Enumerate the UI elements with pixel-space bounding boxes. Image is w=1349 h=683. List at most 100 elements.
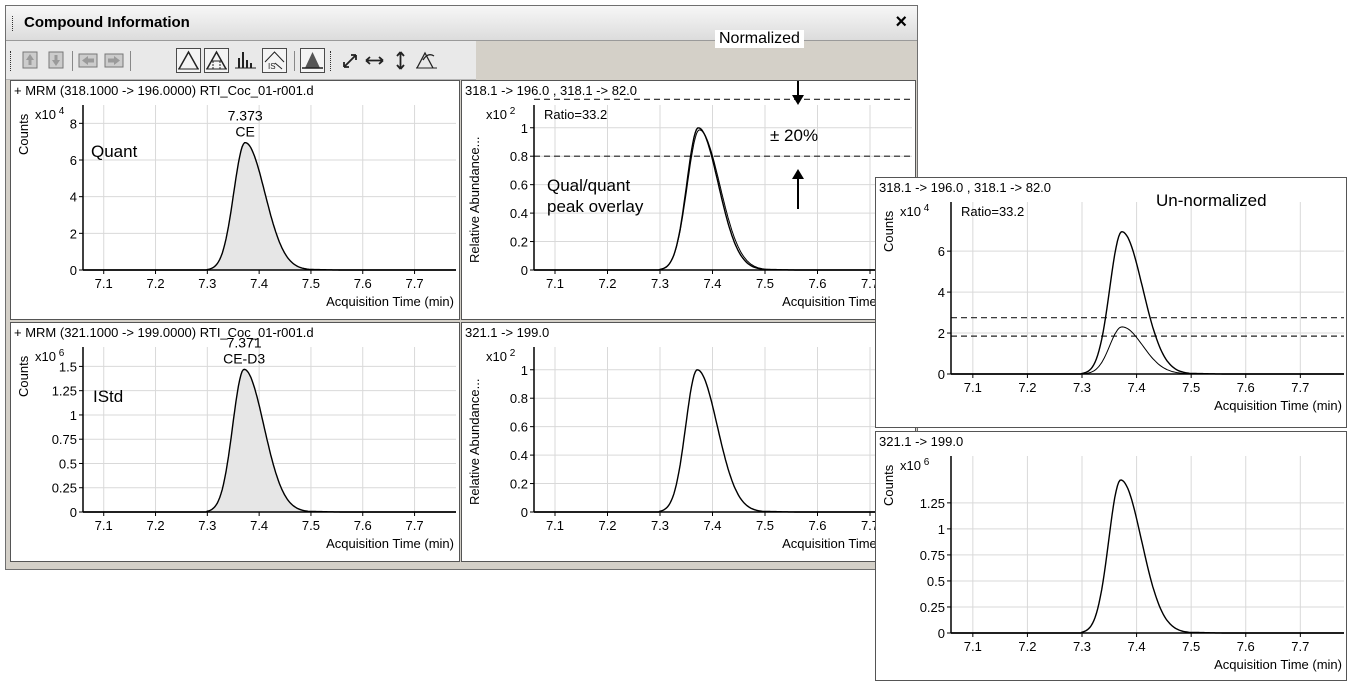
panel-title: 321.1 -> 199.0 [465, 325, 550, 340]
x-tick-label: 7.6 [1237, 639, 1255, 654]
overlay-label-line1: Qual/quant [547, 176, 631, 195]
peak-rt-label: 7.371 [227, 334, 262, 350]
quant-chromatogram-panel[interactable]: 7.1 7.2 7.3 7.4 7.5 7.6 7.7 0 2 4 6 8 x10 4 Counts Acq… [10, 80, 460, 320]
series-line-2 [951, 326, 1344, 375]
move-down-icon [48, 51, 64, 69]
y-tick-label: 6 [70, 153, 77, 168]
istd-chromatogram-panel[interactable]: 7.1 7.2 7.3 7.4 7.5 7.6 7.7 0 0.25 0.5 0.75 1 1.25 1.… [10, 322, 460, 562]
x-axis-label: Acquisition Time (min) [1214, 398, 1342, 413]
y-tick-label: 4 [70, 190, 77, 205]
qualifier-unnormalized-plot: 7.1 7.2 7.3 7.4 7.5 7.6 7.7 0 2 4 6 x10 4 Counts Acqu… [881, 202, 1344, 413]
panel-title: + MRM (321.1000 -> 199.0000) RTI_Coc_01-… [14, 325, 314, 340]
y-tick-label: 2 [70, 226, 77, 241]
y-tick-label: 1.25 [920, 496, 945, 511]
axis-multiplier: x10 2 [486, 348, 516, 364]
x-tick-label: 7.7 [406, 276, 424, 291]
un-normalized-label: Un-normalized [1156, 191, 1267, 210]
move-left-icon [78, 53, 98, 68]
manual-integration-icon [416, 51, 437, 69]
y-tick-label: 0.4 [510, 206, 528, 221]
x-tick-label: 7.1 [95, 518, 113, 533]
peak-compound-label: CE-D3 [223, 350, 265, 366]
spectrum-icon [235, 52, 256, 69]
x-tick-label: 7.7 [1291, 639, 1309, 654]
x-tick-label: 7.6 [1237, 380, 1255, 395]
window-title: Compound Information [24, 14, 190, 31]
close-button[interactable]: × [895, 11, 907, 33]
x-tick-label: 7.5 [1182, 380, 1200, 395]
move-down-button[interactable] [44, 48, 69, 73]
y-tick-label: 1 [70, 408, 77, 423]
x-tick-label: 7.5 [1182, 639, 1200, 654]
peak-overlay-button[interactable] [204, 48, 229, 73]
move-right-button[interactable] [102, 48, 127, 73]
y-tick-label: 0 [70, 263, 77, 278]
x-tick-label: 7.2 [598, 276, 616, 291]
x-tick-label: 7.7 [1291, 380, 1309, 395]
integrate-button[interactable] [300, 48, 325, 73]
y-tick-label: 0 [521, 505, 528, 520]
x-axis-label: Acquisition Time (min) [1214, 657, 1342, 672]
toolbar-grip-icon[interactable] [10, 51, 13, 71]
y-tick-label: 0 [938, 367, 945, 382]
qualifier-unnormalized-panel[interactable]: 7.1 7.2 7.3 7.4 7.5 7.6 7.7 0 2 4 6 x10 4 Counts Acqu… [875, 177, 1347, 428]
y-tick-label: 2 [938, 326, 945, 341]
x-tick-label: 7.6 [808, 518, 826, 533]
y-axis-label: Counts [16, 113, 31, 155]
axis-multiplier: x10 4 [900, 203, 930, 219]
manual-integration-button[interactable] [414, 48, 439, 73]
x-tick-label: 7.2 [146, 518, 164, 533]
x-axis-label: Acquisition Time (min) [326, 536, 454, 551]
x-tick-label: 7.3 [1073, 380, 1091, 395]
qualifier-normalized-plot: 7.1 7.2 7.3 7.4 7.5 7.6 7.7 0 0.2 0.4 0.6 0.8 1 x10 2… [467, 98, 912, 309]
y-tick-label: 8 [70, 116, 77, 131]
x-tick-label: 7.2 [1018, 639, 1036, 654]
istd-button[interactable]: IS [262, 48, 287, 73]
y-tick-label: 0.2 [510, 235, 528, 250]
fit-vertical-button[interactable] [388, 48, 413, 73]
x-tick-label: 7.3 [651, 518, 669, 533]
integrate-icon [302, 52, 323, 69]
y-axis-label: Relative Abundance... [467, 137, 482, 263]
y-tick-label: 0.4 [510, 448, 528, 463]
peak-view-button[interactable] [176, 48, 201, 73]
x-axis-label: Acquisition Time (min) [326, 294, 454, 309]
panel-title: 321.1 -> 199.0 [879, 434, 964, 449]
y-tick-label: 1.25 [52, 384, 77, 399]
peak-area [207, 142, 343, 270]
qualifier-normalized-panel[interactable]: 7.1 7.2 7.3 7.4 7.5 7.6 7.7 0 0.2 0.4 0.6 0.8 1 x10 2… [461, 80, 916, 320]
istd-icon: IS [264, 51, 285, 71]
titlebar-grip-icon[interactable] [12, 16, 16, 31]
autoscale-icon [343, 54, 357, 68]
y-tick-label: 0.6 [510, 420, 528, 435]
move-right-icon [104, 53, 124, 68]
istd-normalized-panel[interactable]: 7.1 7.2 7.3 7.4 7.5 7.6 7.7 0 0.2 0.4 0.6 0.8 1 x10 2… [461, 322, 916, 562]
y-tick-label: 0.2 [510, 477, 528, 492]
x-tick-label: 7.2 [1018, 380, 1036, 395]
autoscale-button[interactable] [338, 48, 363, 73]
fit-horizontal-button[interactable] [362, 48, 387, 73]
y-tick-label: 1 [521, 363, 528, 378]
y-tick-label: 0.5 [927, 574, 945, 589]
move-left-button[interactable] [76, 48, 101, 73]
axis-multiplier: x10 2 [486, 106, 516, 122]
y-tick-label: 6 [938, 244, 945, 259]
istd-unnormalized-panel[interactable]: 7.1 7.2 7.3 7.4 7.5 7.6 7.7 0 0.25 0.5 0.75 1 1.25 x1… [875, 431, 1347, 681]
istd-label: IStd [93, 387, 124, 406]
y-tick-label: 0.5 [59, 456, 77, 471]
y-tick-label: 1 [938, 522, 945, 537]
istd-unnormalized-plot: 7.1 7.2 7.3 7.4 7.5 7.6 7.7 0 0.25 0.5 0.75 1 1.25 x1… [881, 456, 1344, 672]
spectrum-button[interactable] [234, 48, 259, 73]
peak-overlay-icon [206, 50, 227, 70]
x-tick-label: 7.6 [354, 518, 372, 533]
peak-area [207, 369, 343, 512]
move-up-icon [22, 51, 38, 69]
istd-chromatogram-plot: 7.1 7.2 7.3 7.4 7.5 7.6 7.7 0 0.25 0.5 0.75 1 1.25 1.… [16, 334, 456, 551]
move-up-button[interactable] [18, 48, 43, 73]
x-tick-label: 7.4 [250, 276, 268, 291]
arrow-up-head-icon [792, 169, 804, 179]
y-tick-label: 0.75 [52, 432, 77, 447]
x-tick-label: 7.5 [756, 518, 774, 533]
x-tick-label: 7.7 [861, 276, 879, 291]
x-tick-label: 7.4 [703, 276, 721, 291]
